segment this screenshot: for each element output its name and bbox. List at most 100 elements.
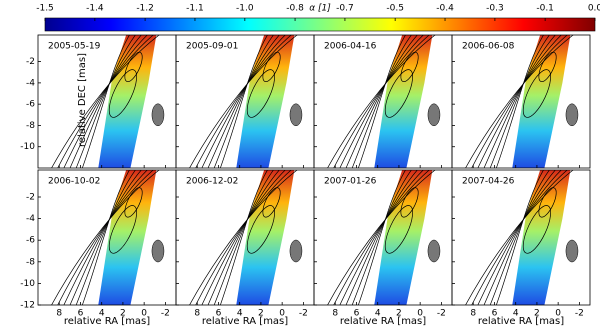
spectral-map (512, 35, 571, 168)
contour (81, 35, 130, 168)
beam (427, 239, 441, 263)
contour (495, 35, 544, 168)
panel-frame (451, 34, 591, 169)
y-tick-label: -12 (20, 301, 35, 311)
contour (345, 170, 418, 305)
beam (151, 103, 165, 127)
beam (565, 239, 579, 263)
colorbar-tick-label: -1.5 (36, 4, 54, 14)
contour (63, 170, 148, 305)
contour (483, 170, 556, 305)
contour (201, 35, 286, 168)
colorbar-tick-label: -0.3 (486, 4, 504, 14)
x-tick-label: 8 (470, 309, 476, 319)
contour (63, 35, 148, 168)
colorbar (44, 17, 596, 32)
x-tick-label: 6 (216, 309, 222, 319)
contour (384, 69, 413, 118)
contour (477, 35, 562, 168)
panel: 2006-06-08 (451, 34, 591, 169)
x-tick-label: 0 (555, 309, 561, 319)
colorbar-tick-label: -0.5 (386, 4, 404, 14)
panel-date: 2007-01-26 (324, 177, 377, 187)
contour (108, 205, 137, 254)
panel-content (189, 35, 303, 168)
contour (384, 205, 413, 254)
y-tick-label: -6 (26, 236, 35, 246)
colorbar-tick-label: -1.1 (186, 4, 204, 14)
contour (69, 35, 142, 168)
contour (81, 170, 130, 305)
spectral-map (98, 35, 157, 168)
x-tick-label: 4 (513, 309, 519, 319)
contour (189, 35, 298, 168)
y-tick-label: -10 (20, 142, 35, 152)
contour (327, 170, 436, 305)
panel-content (327, 35, 441, 168)
contour (489, 170, 550, 305)
x-tick-label: 6 (492, 309, 498, 319)
spectral-map (236, 35, 295, 168)
contour (213, 35, 274, 168)
panel: 2007-01-26 8 6 4 2 0 -2 relative RA [mas] (313, 169, 453, 327)
x-tick-label: 2 (120, 309, 126, 319)
contour (69, 170, 142, 305)
x-axis-label: relative RA [mas] (64, 316, 150, 327)
contour (246, 69, 275, 118)
contour (495, 170, 544, 305)
beam (289, 239, 303, 263)
panel-date: 2007-04-26 (462, 177, 515, 187)
contour (489, 35, 550, 168)
y-tick-label: -4 (26, 78, 35, 88)
x-axis-label: relative RA [mas] (340, 316, 426, 327)
contour (246, 205, 275, 254)
contour (471, 170, 568, 305)
y-tick-label: -8 (26, 257, 35, 267)
beam (151, 239, 165, 263)
x-tick-label: 6 (78, 309, 84, 319)
colorbar-tick-label: -1.4 (86, 4, 104, 14)
colorbar-tick-label: 0.0 (588, 4, 600, 14)
contour (189, 170, 298, 305)
y-tick-label: -10 (20, 279, 35, 289)
contour (57, 170, 154, 305)
contour (195, 170, 292, 305)
contour (465, 170, 574, 305)
contour (262, 51, 281, 82)
spectral-map (98, 170, 157, 305)
contour (333, 170, 430, 305)
panel: 2006-04-16 (313, 34, 453, 169)
contour (124, 187, 143, 218)
spectral-map (236, 170, 295, 305)
panel-date: 2005-09-01 (186, 42, 238, 52)
x-tick-label: 4 (375, 309, 381, 319)
contour (201, 170, 286, 305)
y-tick-label: -8 (26, 121, 35, 131)
contour (195, 35, 292, 168)
x-tick-label: -2 (161, 309, 170, 319)
y-tick-label: -2 (26, 57, 35, 67)
contour (538, 51, 557, 82)
y-tick-label: -4 (26, 214, 35, 224)
contour (213, 170, 274, 305)
panel: 2007-04-26 8 6 4 2 0 -2 relative RA [mas] (451, 169, 591, 327)
panel: 2005-05-19 -2 -4 -6 -8 -10 (20, 34, 177, 169)
contour (339, 170, 424, 305)
panel-date: 2006-06-08 (462, 42, 515, 52)
contour (357, 170, 406, 305)
x-tick-label: 8 (194, 309, 200, 319)
x-tick-label: 2 (534, 309, 540, 319)
beam (427, 103, 441, 127)
x-tick-label: 4 (99, 309, 105, 319)
colorbar-tick-label: -0.1 (536, 4, 554, 14)
x-tick-label: 0 (141, 309, 147, 319)
beam (565, 103, 579, 127)
x-tick-label: 6 (354, 309, 360, 319)
panel-date: 2006-04-16 (324, 42, 377, 52)
panel-frame (451, 169, 591, 306)
panel-content (465, 170, 579, 305)
contour (75, 170, 136, 305)
contour (51, 170, 160, 305)
colorbar-tick-label: -0.8 (286, 4, 304, 14)
